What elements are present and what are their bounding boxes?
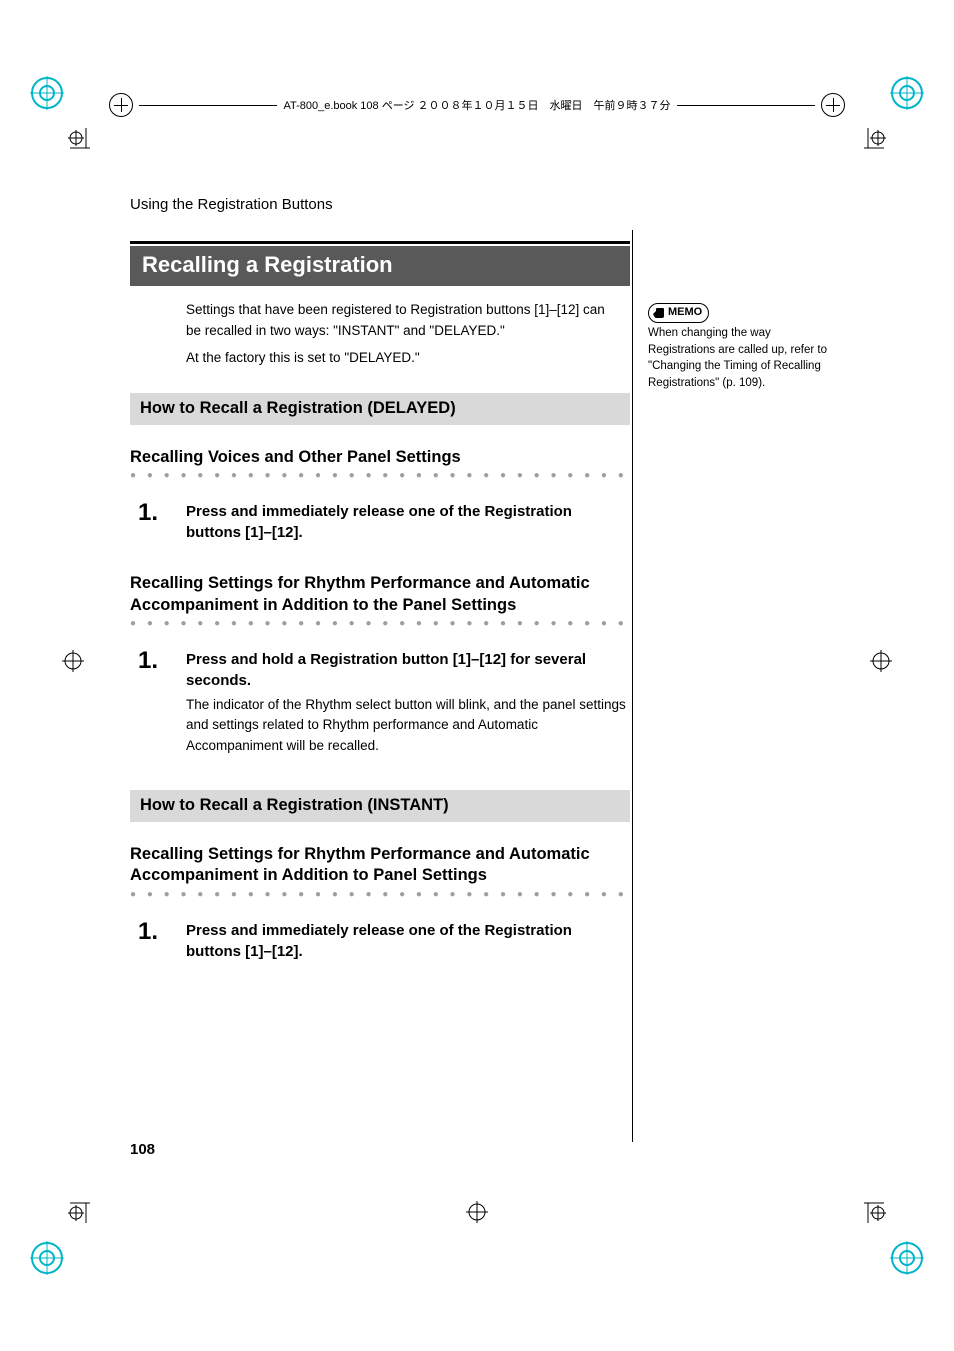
header-text: AT-800_e.book 108 ページ ２００８年１０月１５日 水曜日 午前… (283, 97, 670, 113)
memo-text: When changing the way Registrations are … (648, 325, 828, 392)
delayed-sub2-step1: 1. Press and hold a Registration button … (130, 649, 630, 756)
step-instruction: Press and immediately release one of the… (186, 501, 630, 543)
cropmark-mr (870, 650, 892, 672)
page-content: Using the Registration Buttons Recalling… (130, 196, 630, 962)
page-number: 108 (130, 1141, 155, 1158)
header-regcircle-icon (821, 93, 845, 117)
cropmark-mb (466, 1201, 488, 1223)
delayed-sub1-heading: Recalling Voices and Other Panel Setting… (130, 447, 630, 468)
memo-icon: MEMO (648, 303, 709, 323)
regmark-br (890, 1241, 924, 1275)
delayed-sub1-step1: 1. Press and immediately release one of … (130, 501, 630, 543)
step-number: 1. (138, 649, 186, 756)
step-number: 1. (138, 920, 186, 962)
print-header: AT-800_e.book 108 ページ ２００８年１０月１５日 水曜日 午前… (109, 93, 845, 117)
dots-row: ● ● ● ● ● ● ● ● ● ● ● ● ● ● ● ● ● ● ● ● … (130, 618, 630, 629)
cropmark-bl (62, 1195, 90, 1223)
intro-paragraph-2: At the factory this is set to "DELAYED." (130, 342, 630, 369)
dots-row: ● ● ● ● ● ● ● ● ● ● ● ● ● ● ● ● ● ● ● ● … (130, 470, 630, 481)
hand-icon (652, 307, 666, 319)
section-banner: Recalling a Registration (130, 246, 630, 286)
instant-banner: How to Recall a Registration (INSTANT) (130, 790, 630, 822)
instant-sub1-step1: 1. Press and immediately release one of … (130, 920, 630, 962)
step-instruction: Press and immediately release one of the… (186, 920, 630, 962)
cropmark-tr (864, 128, 892, 156)
instant-sub1-heading: Recalling Settings for Rhythm Performanc… (130, 844, 630, 887)
memo-label: MEMO (668, 305, 702, 321)
step-number: 1. (138, 501, 186, 543)
dots-row: ● ● ● ● ● ● ● ● ● ● ● ● ● ● ● ● ● ● ● ● … (130, 889, 630, 900)
step-instruction: Press and hold a Registration button [1]… (186, 649, 630, 691)
delayed-sub2-heading: Recalling Settings for Rhythm Performanc… (130, 573, 630, 616)
cropmark-br (864, 1195, 892, 1223)
cropmark-tl (62, 128, 90, 156)
cropmark-ml (62, 650, 84, 672)
intro-paragraph-1: Settings that have been registered to Re… (130, 286, 630, 342)
regmark-tr (890, 76, 924, 110)
step-detail: The indicator of the Rhythm select butto… (186, 695, 630, 756)
regmark-tl (30, 76, 64, 110)
delayed-banner: How to Recall a Registration (DELAYED) (130, 393, 630, 425)
header-regcircle-icon (109, 93, 133, 117)
regmark-bl (30, 1241, 64, 1275)
top-rule (130, 241, 630, 244)
chapter-title: Using the Registration Buttons (130, 196, 630, 213)
memo-block: MEMO When changing the way Registrations… (648, 303, 828, 392)
vertical-divider (632, 230, 633, 1142)
